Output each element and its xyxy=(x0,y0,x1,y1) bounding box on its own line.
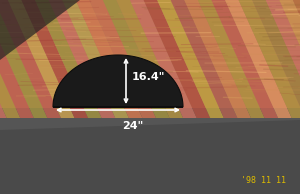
Text: '98 11 11: '98 11 11 xyxy=(241,176,286,185)
Polygon shape xyxy=(8,0,74,118)
Polygon shape xyxy=(21,0,88,118)
Polygon shape xyxy=(62,0,129,118)
Polygon shape xyxy=(0,120,300,194)
Polygon shape xyxy=(76,0,142,118)
Polygon shape xyxy=(184,0,251,118)
Polygon shape xyxy=(225,0,292,118)
Polygon shape xyxy=(279,0,300,118)
Polygon shape xyxy=(35,0,102,118)
Polygon shape xyxy=(0,0,7,118)
Polygon shape xyxy=(130,0,197,118)
Polygon shape xyxy=(0,0,61,118)
Polygon shape xyxy=(293,0,300,118)
Polygon shape xyxy=(171,0,237,118)
Polygon shape xyxy=(144,0,210,118)
Polygon shape xyxy=(116,0,183,118)
Polygon shape xyxy=(0,0,20,118)
Polygon shape xyxy=(266,0,300,118)
Polygon shape xyxy=(103,0,170,118)
Polygon shape xyxy=(198,0,265,118)
Polygon shape xyxy=(0,0,80,60)
Polygon shape xyxy=(252,0,300,118)
Polygon shape xyxy=(49,0,115,118)
Polygon shape xyxy=(89,0,156,118)
Text: 16.4": 16.4" xyxy=(132,72,165,82)
Polygon shape xyxy=(0,88,300,194)
Polygon shape xyxy=(0,0,34,118)
Polygon shape xyxy=(0,0,47,118)
Text: 24": 24" xyxy=(122,121,144,131)
Polygon shape xyxy=(238,0,300,118)
Polygon shape xyxy=(0,0,300,108)
Polygon shape xyxy=(53,55,183,107)
Polygon shape xyxy=(212,0,278,118)
Polygon shape xyxy=(157,0,224,118)
